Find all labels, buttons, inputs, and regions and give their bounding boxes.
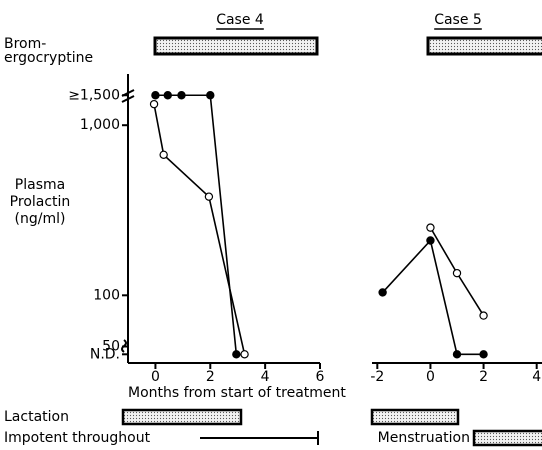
y-tick-label: N.D.	[90, 346, 120, 362]
treatment-bar	[426, 36, 542, 56]
x-tick-label: 0	[151, 369, 160, 385]
chart-title: Case 4	[216, 12, 264, 28]
y-tick-label: ≥1,500	[68, 87, 120, 103]
data-point	[204, 192, 214, 201]
treatment-bar	[153, 36, 319, 56]
data-point	[232, 350, 241, 359]
series-line	[382, 238, 484, 356]
data-point	[149, 99, 159, 109]
x-axis-label: Months from start of treatment	[128, 385, 346, 401]
data-point	[479, 350, 488, 359]
data-point	[159, 150, 168, 159]
bar	[370, 408, 460, 426]
x-tick-label: 2	[206, 369, 215, 385]
y-axis-label: Plasma	[15, 177, 65, 193]
menstruation-bar	[472, 429, 542, 447]
annotation: Brom-	[4, 36, 46, 52]
y-tick-label: 50	[102, 339, 120, 355]
data-point	[240, 350, 249, 359]
data-point	[452, 350, 462, 359]
y-tick-label: 100	[93, 287, 120, 303]
series-line	[153, 103, 246, 355]
x-tick-label: 0	[426, 369, 435, 385]
data-point	[177, 91, 186, 100]
data-point	[163, 91, 172, 100]
data-point	[378, 288, 387, 297]
x-tick-label: 4	[532, 369, 541, 385]
data-point	[426, 223, 435, 232]
lactation-bar	[121, 408, 243, 426]
data-point	[151, 91, 160, 100]
y-axis-label: Prolactin	[10, 194, 71, 210]
annotation: Impotent throughout	[4, 430, 151, 446]
data-point	[426, 236, 435, 245]
chart-title: Case 5	[434, 12, 482, 28]
annotation: Lactation	[4, 409, 69, 425]
x-tick-label: 2	[479, 369, 488, 385]
annotation: Menstruation	[378, 430, 470, 446]
y-tick-label: 1,000	[80, 117, 120, 133]
data-point	[479, 311, 488, 320]
series-line	[155, 94, 238, 355]
x-tick-label: -2	[370, 369, 384, 385]
data-point	[206, 91, 215, 100]
y-axis-label: (ng/ml)	[15, 211, 66, 227]
annotation: ergocryptine	[4, 50, 93, 66]
x-tick-label: 4	[261, 369, 270, 385]
x-tick-label: 6	[316, 369, 325, 385]
data-point	[452, 268, 462, 278]
